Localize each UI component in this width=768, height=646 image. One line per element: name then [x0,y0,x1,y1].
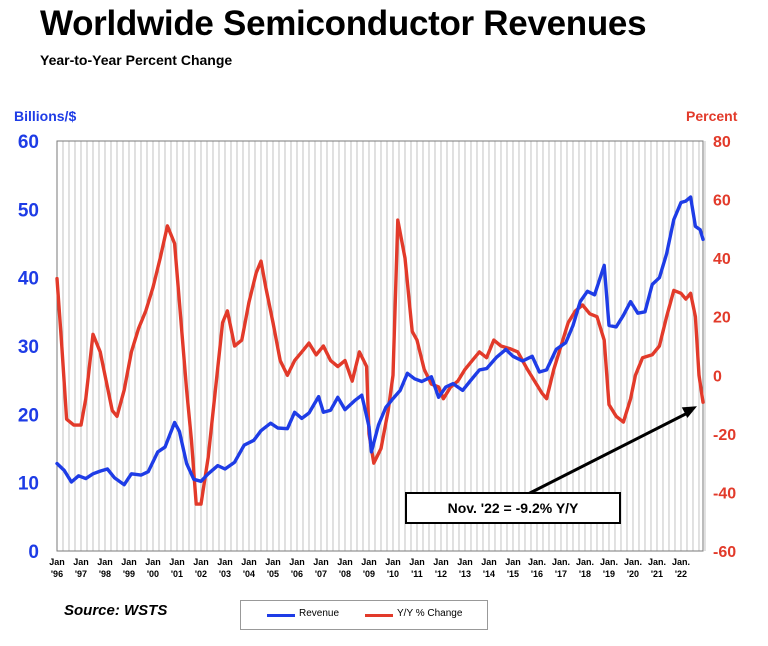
x-tick-label-top: Jan [457,557,473,567]
x-tick-label-top: Jan [265,557,281,567]
right-axis-ticks: -60 -40 -20 0 20 40 60 80 [713,134,736,561]
right-tick-label: 60 [713,193,731,210]
chart-subtitle: Year-to-Year Percent Change [40,52,233,68]
left-tick-label: 20 [18,405,39,426]
x-tick-label-top: Jan [145,557,161,567]
x-tick-label-top: Jan [433,557,449,567]
x-tick-label-top: Jan [361,557,377,567]
x-tick-label-top: Jan. [552,557,570,567]
source-note: Source: WSTS [64,602,168,619]
right-tick-label: 20 [713,310,731,327]
legend: Revenue Y/Y % Change [240,600,488,630]
x-tick-label-bottom: '16 [531,569,543,579]
x-tick-label-top: Jan. [624,557,642,567]
legend-swatch-yoy [365,614,393,617]
x-tick-label-top: Jan [481,557,497,567]
chart-title: Worldwide Semiconductor Revenues [40,4,647,43]
arrow-head [681,406,697,419]
x-tick-label-bottom: '12 [435,569,447,579]
x-tick-label-top: Jan [505,557,521,567]
left-tick-label: 10 [18,474,39,495]
callout-box: Nov. '22 = -9.2% Y/Y [405,492,621,524]
x-tick-label-bottom: '11 [411,569,423,579]
right-tick-label: -40 [713,485,736,502]
x-tick-label-bottom: '03 [219,569,231,579]
x-tick-label-top: Jan. [648,557,666,567]
x-tick-label-top: Jan [217,557,233,567]
x-tick-label-bottom: '97 [75,569,87,579]
left-tick-label: 0 [28,542,39,563]
x-tick-label-bottom: '99 [123,569,135,579]
x-tick-label-bottom: '19 [603,569,615,579]
left-tick-label: 50 [18,200,39,221]
x-tick-label-top: Jan [49,557,65,567]
x-tick-label-top: Jan [241,557,257,567]
series-group [55,195,705,506]
x-tick-label-bottom: '00 [147,569,159,579]
x-tick-label-bottom: '14 [483,569,495,579]
x-tick-label-bottom: '05 [267,569,279,579]
x-tick-label-bottom: '20 [627,569,639,579]
x-tick-label-top: Jan [73,557,89,567]
left-tick-label: 60 [18,132,39,153]
x-tick-label-top: Jan. [576,557,594,567]
x-tick-label-bottom: '07 [315,569,327,579]
x-tick-label-bottom: '10 [387,569,399,579]
right-tick-label: 80 [713,134,731,151]
left-tick-label: 40 [18,269,39,290]
x-tick-label-bottom: '13 [459,569,471,579]
left-tick-label: 30 [18,337,39,358]
x-tick-label-top: Jan [169,557,185,567]
legend-label-revenue: Revenue [299,608,340,619]
x-tick-label-bottom: '01 [171,569,183,579]
x-tick-label-bottom: '06 [291,569,303,579]
x-tick-label-bottom: '21 [651,569,663,579]
x-tick-label-bottom: '09 [363,569,375,579]
x-tick-label-top: Jan [289,557,305,567]
x-tick-label-top: Jan [409,557,425,567]
right-tick-label: -20 [713,427,736,444]
right-axis-label: Percent [686,108,738,124]
right-tick-label: 40 [713,251,731,268]
x-tick-label-top: Jan [313,557,329,567]
x-tick-label-bottom: '22 [675,569,687,579]
x-tick-label-top: Jan [337,557,353,567]
arrow-shaft [527,410,690,496]
x-tick-label-top: Jan. [672,557,690,567]
right-tick-label: -60 [713,544,736,561]
left-axis-label: Billions/$ [14,108,77,124]
legend-label-yoy: Y/Y % Change [397,608,463,619]
x-tick-label-bottom: '04 [243,569,255,579]
plot-border [56,140,704,552]
callout-arrow [527,406,697,496]
x-tick-label-top: Jan. [600,557,618,567]
x-tick-label-top: Jan [121,557,137,567]
left-axis-ticks: 0 10 20 30 40 50 60 [18,132,39,563]
x-tick-label-bottom: '98 [99,569,111,579]
x-tick-label-bottom: '18 [579,569,591,579]
x-tick-label-bottom: '02 [195,569,207,579]
x-tick-label-top: Jan [97,557,113,567]
x-tick-label-top: Jan. [528,557,546,567]
yoy-line [55,218,705,506]
x-tick-label-bottom: '15 [507,569,519,579]
revenue-line [55,195,705,487]
x-tick-label-top: Jan [193,557,209,567]
grid-lines [56,140,706,552]
x-tick-label-bottom: '08 [339,569,351,579]
x-tick-label-top: Jan [385,557,401,567]
x-axis-ticks: Jan '96 Jan '97 Jan '98 Jan '99 Jan '00 Jan '01 Jan '… [49,557,690,579]
x-tick-label-bottom: '17 [555,569,567,579]
right-tick-label: 0 [713,368,722,385]
x-tick-label-bottom: '96 [51,569,63,579]
legend-swatch-revenue [267,614,295,617]
